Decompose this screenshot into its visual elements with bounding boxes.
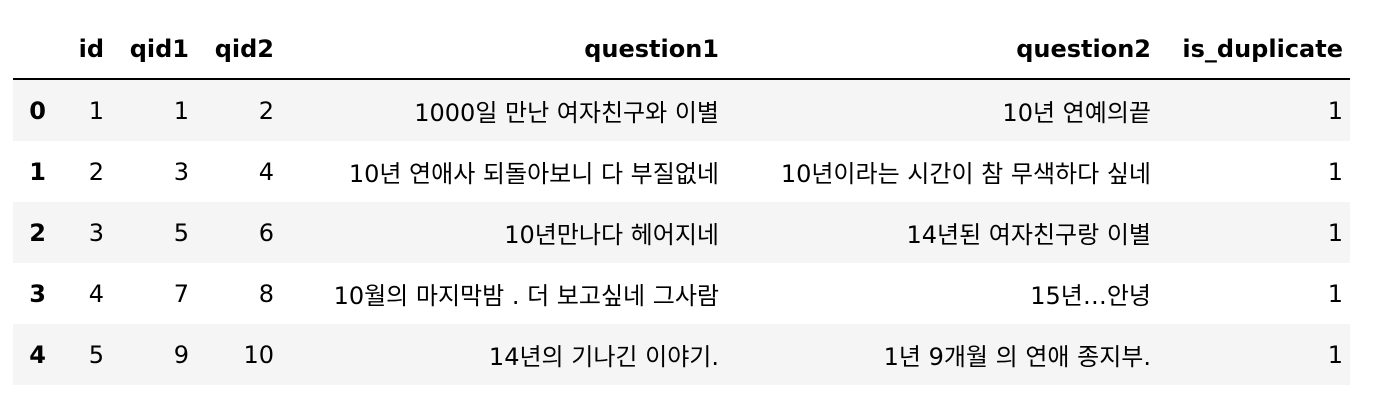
cell-id: 3 — [88, 218, 104, 247]
table-body: 0 1 1 2 1000일 만난 여자친구와 이별 10년 연예의끝 1 1 2… — [13, 79, 1350, 385]
header-id: id — [53, 19, 111, 80]
header-index — [13, 19, 53, 80]
header-row: id qid1 qid2 question1 question2 is_dupl… — [13, 19, 1350, 80]
cell-qid2: 6 — [258, 218, 274, 247]
cell-id: 5 — [88, 340, 104, 369]
cell-id: 1 — [88, 96, 104, 125]
header-question1: question1 — [281, 19, 726, 80]
header-qid1: qid1 — [111, 19, 196, 80]
cell-id: 4 — [88, 279, 104, 308]
cell-qid1: 3 — [173, 157, 189, 186]
row-index: 2 — [29, 218, 46, 247]
cell-id: 2 — [88, 157, 104, 186]
cell-is-duplicate: 1 — [1327, 96, 1343, 125]
header-is-duplicate: is_duplicate — [1158, 19, 1350, 80]
row-index: 3 — [29, 279, 46, 308]
table-row: 2 3 5 6 10년만나다 헤어지네 14년된 여자친구랑 이별 1 — [13, 202, 1350, 263]
header-question2: question2 — [726, 19, 1158, 80]
cell-question2: 10년 연예의끝 — [1002, 99, 1151, 127]
cell-question2: 14년된 여자친구랑 이별 — [906, 221, 1151, 249]
cell-question2: 10년이라는 시간이 참 무색하다 싶네 — [780, 160, 1151, 188]
cell-is-duplicate: 1 — [1327, 279, 1343, 308]
row-index: 1 — [29, 157, 46, 186]
cell-is-duplicate: 1 — [1327, 340, 1343, 369]
cell-qid1: 9 — [173, 340, 189, 369]
cell-qid1: 7 — [173, 279, 189, 308]
header-qid2: qid2 — [196, 19, 281, 80]
cell-qid1: 1 — [173, 96, 189, 125]
cell-qid2: 10 — [243, 340, 274, 369]
dataframe-table: id qid1 qid2 question1 question2 is_dupl… — [13, 19, 1350, 385]
table-row: 0 1 1 2 1000일 만난 여자친구와 이별 10년 연예의끝 1 — [13, 79, 1350, 141]
table-row: 3 4 7 8 10월의 마지막밤 . 더 보고싶네 그사람 15년…안녕 1 — [13, 263, 1350, 324]
row-index: 0 — [29, 96, 46, 125]
cell-question1: 1000일 만난 여자친구와 이별 — [414, 99, 719, 127]
cell-question2: 15년…안녕 — [1030, 282, 1151, 310]
cell-qid2: 2 — [258, 96, 274, 125]
dataframe-container: id qid1 qid2 question1 question2 is_dupl… — [13, 19, 1350, 385]
table-header: id qid1 qid2 question1 question2 is_dupl… — [13, 19, 1350, 80]
cell-question1: 14년의 기나긴 이야기. — [488, 343, 719, 371]
cell-qid2: 4 — [258, 157, 274, 186]
cell-is-duplicate: 1 — [1327, 218, 1343, 247]
cell-question1: 10월의 마지막밤 . 더 보고싶네 그사람 — [333, 282, 719, 310]
cell-question1: 10년만나다 헤어지네 — [504, 221, 719, 249]
cell-qid2: 8 — [258, 279, 274, 308]
cell-qid1: 5 — [173, 218, 189, 247]
cell-question1: 10년 연애사 되돌아보니 다 부질없네 — [348, 160, 719, 188]
table-row: 4 5 9 10 14년의 기나긴 이야기. 1년 9개월 의 연애 종지부. … — [13, 324, 1350, 385]
row-index: 4 — [29, 340, 46, 369]
cell-question2: 1년 9개월 의 연애 종지부. — [883, 343, 1151, 371]
cell-is-duplicate: 1 — [1327, 157, 1343, 186]
table-row: 1 2 3 4 10년 연애사 되돌아보니 다 부질없네 10년이라는 시간이 … — [13, 141, 1350, 202]
